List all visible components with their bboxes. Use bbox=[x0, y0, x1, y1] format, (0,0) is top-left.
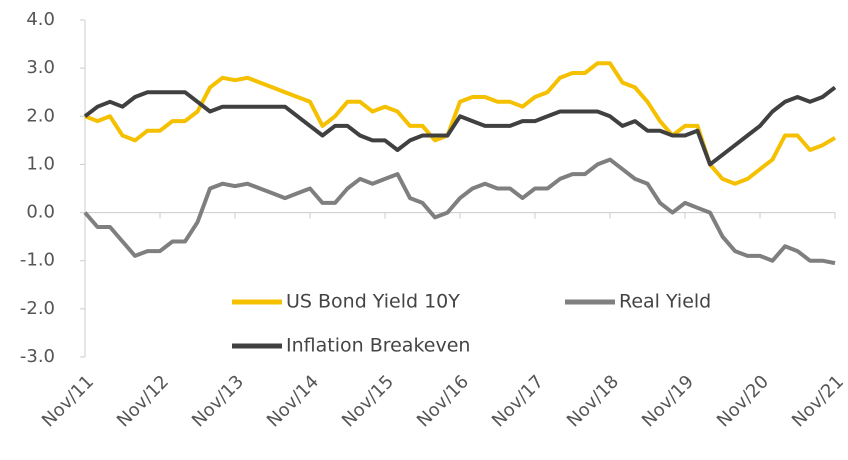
x-tick-label: Nov/21 bbox=[788, 371, 848, 431]
x-tick-label: Nov/14 bbox=[263, 371, 323, 431]
x-tick-label: Nov/11 bbox=[38, 371, 98, 431]
legend-label: Inflation Breakeven bbox=[286, 335, 470, 357]
x-tick-label: Nov/16 bbox=[413, 371, 473, 431]
series-line bbox=[83, 85, 837, 167]
y-tick-label: 3.0 bbox=[26, 57, 55, 78]
x-tick-label: Nov/19 bbox=[638, 371, 698, 431]
legend-label: US Bond Yield 10Y bbox=[286, 291, 460, 313]
x-tick-label: Nov/20 bbox=[713, 371, 773, 431]
y-tick-label: 4.0 bbox=[26, 9, 55, 30]
x-tick-label: Nov/18 bbox=[563, 371, 623, 431]
series-line bbox=[84, 61, 837, 186]
y-tick-label: -1.0 bbox=[20, 250, 55, 271]
y-tick-label: 2.0 bbox=[26, 105, 55, 126]
y-tick-label: 1.0 bbox=[26, 153, 55, 174]
y-tick-label: 0.0 bbox=[26, 202, 55, 223]
x-tick-label: Nov/13 bbox=[188, 371, 248, 431]
legend-label: Real Yield bbox=[619, 291, 711, 313]
x-tick-label: Nov/12 bbox=[113, 371, 173, 431]
series-line bbox=[83, 157, 836, 266]
x-tick-label: Nov/15 bbox=[338, 371, 398, 431]
y-tick-label: -2.0 bbox=[20, 298, 55, 319]
y-tick-label: -3.0 bbox=[20, 346, 55, 367]
x-tick-label: Nov/17 bbox=[488, 371, 548, 431]
